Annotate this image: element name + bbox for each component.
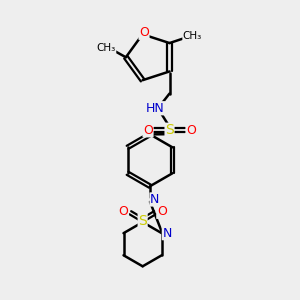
Text: O: O xyxy=(118,205,128,218)
Text: CH₃: CH₃ xyxy=(183,31,202,41)
Text: O: O xyxy=(143,124,153,137)
Text: S: S xyxy=(138,214,147,228)
Text: CH₃: CH₃ xyxy=(97,44,116,53)
Text: O: O xyxy=(139,26,149,39)
Text: S: S xyxy=(165,123,174,137)
Text: HN: HN xyxy=(146,102,165,115)
Text: O: O xyxy=(186,124,196,137)
Text: O: O xyxy=(157,205,167,218)
Text: N: N xyxy=(162,227,172,240)
Text: N: N xyxy=(150,193,159,206)
